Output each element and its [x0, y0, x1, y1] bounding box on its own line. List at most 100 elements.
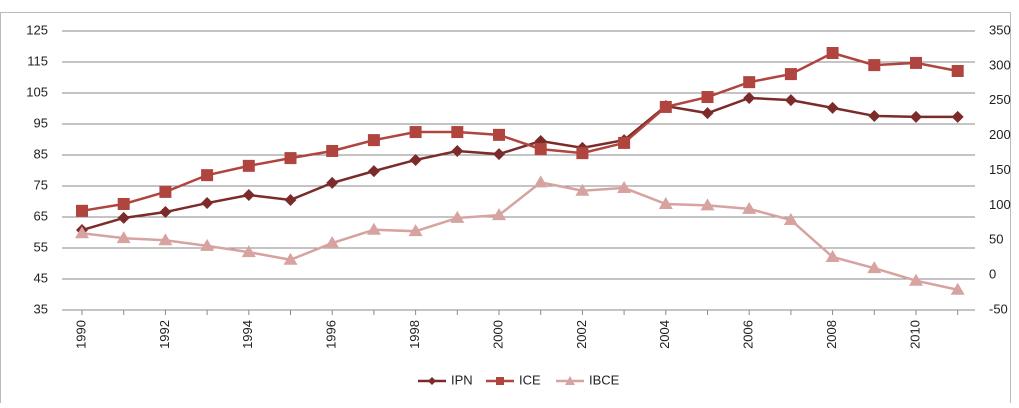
data-point — [951, 64, 964, 77]
data-point — [366, 222, 381, 235]
data-point — [409, 153, 422, 166]
x-tick-label: 2000 — [490, 320, 505, 349]
data-point — [326, 176, 339, 189]
data-point — [743, 76, 756, 89]
data-point — [159, 185, 172, 198]
series-line — [81, 181, 958, 291]
y-tick-label: 35 — [34, 301, 48, 316]
data-point — [367, 165, 380, 178]
data-point — [450, 210, 465, 223]
data-point — [326, 144, 339, 157]
data-point — [158, 233, 173, 246]
legend-marker — [428, 377, 436, 385]
chart-frame — [0, 12, 1011, 408]
data-point — [909, 273, 923, 286]
series-line — [81, 96, 958, 232]
data-point — [701, 91, 714, 104]
y-tick-label: 55 — [34, 239, 48, 254]
y2-tick-label: 150 — [989, 162, 1011, 177]
data-point — [367, 134, 380, 147]
data-point — [201, 169, 214, 182]
y2-tick-label: 350 — [989, 22, 1011, 37]
data-point — [825, 249, 840, 262]
legend-label: ICE — [519, 372, 541, 387]
x-tick-label: 1994 — [240, 320, 255, 349]
data-point — [951, 110, 964, 123]
data-point — [242, 159, 255, 172]
series-line — [81, 51, 958, 213]
y2-tick-label: 100 — [989, 197, 1011, 212]
y2-tick-label: 250 — [989, 92, 1011, 107]
data-point — [451, 144, 464, 157]
data-point — [76, 204, 88, 217]
data-point — [75, 226, 89, 239]
data-point — [576, 147, 589, 160]
data-point — [618, 136, 631, 149]
data-point — [784, 94, 797, 107]
data-point — [867, 261, 882, 274]
data-point — [701, 107, 714, 120]
data-point — [784, 68, 797, 81]
data-point — [408, 224, 423, 237]
data-point — [201, 197, 214, 210]
y-tick-label: 105 — [26, 84, 48, 99]
y-tick-label: 45 — [34, 270, 48, 285]
x-tick-label: 1998 — [407, 320, 422, 349]
data-point — [493, 148, 505, 161]
data-point — [534, 143, 547, 156]
data-point — [910, 56, 922, 69]
x-tick-label: 2010 — [907, 320, 922, 349]
data-point — [659, 100, 672, 113]
data-point — [868, 59, 881, 72]
data-point — [493, 128, 505, 141]
x-tick-label: 2002 — [574, 320, 589, 349]
data-point — [910, 110, 922, 123]
y-tick-label: 125 — [26, 22, 48, 37]
data-point — [617, 180, 632, 193]
x-tick-label: 1990 — [73, 320, 88, 349]
data-point — [117, 211, 130, 224]
legend-label: IPN — [451, 372, 473, 387]
y-tick-label: 75 — [34, 177, 48, 192]
y-tick-label: 65 — [34, 208, 48, 223]
data-point — [783, 213, 798, 226]
x-tick-label: 1996 — [324, 320, 339, 349]
y-tick-label: 85 — [34, 146, 48, 161]
x-tick-label: 2004 — [657, 320, 672, 349]
data-point — [325, 236, 340, 249]
y2-tick-label: 0 — [989, 267, 996, 282]
x-tick-label: 1992 — [157, 320, 172, 349]
data-point — [868, 109, 881, 122]
data-point — [492, 208, 506, 221]
data-point — [742, 201, 757, 214]
data-point — [950, 282, 965, 295]
y2-tick-label: -50 — [989, 301, 1008, 316]
legend-label: IBCE — [589, 372, 620, 387]
y-tick-label: 115 — [27, 53, 48, 68]
data-point — [116, 231, 131, 244]
y2-tick-label: 50 — [989, 232, 1003, 247]
data-point — [242, 188, 255, 201]
data-point — [533, 175, 548, 188]
x-tick-label: 2008 — [824, 320, 839, 349]
data-point — [241, 245, 256, 258]
data-point — [283, 252, 298, 265]
data-point — [826, 101, 839, 114]
y2-tick-label: 200 — [989, 127, 1011, 142]
x-tick-label: 2006 — [741, 320, 756, 349]
data-point — [743, 91, 756, 104]
data-point — [117, 197, 130, 210]
data-point — [826, 47, 839, 60]
y2-tick-label: 300 — [989, 57, 1011, 72]
legend-marker — [565, 376, 575, 385]
legend-marker — [496, 377, 504, 385]
data-point — [159, 206, 172, 219]
data-point — [284, 152, 297, 165]
data-point — [200, 238, 215, 251]
data-point — [451, 126, 464, 139]
y-tick-label: 95 — [34, 115, 48, 130]
data-point — [409, 126, 422, 139]
data-point — [700, 198, 715, 211]
data-point — [658, 196, 673, 209]
